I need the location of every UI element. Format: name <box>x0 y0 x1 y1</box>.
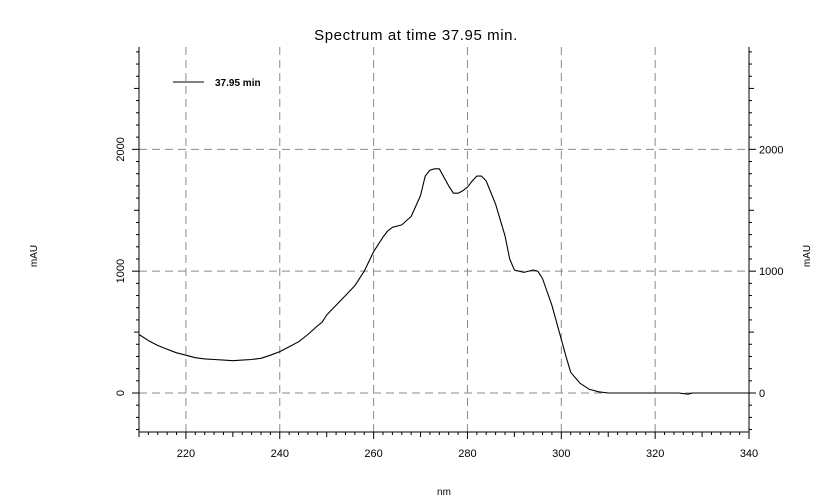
y-tick-label-right: 0 <box>759 388 765 400</box>
series-layer <box>139 169 749 394</box>
y-tick-label-left: 1000 <box>115 259 127 283</box>
x-tick-label: 320 <box>646 448 664 460</box>
legend-entry-label: 37.95 min <box>215 78 261 89</box>
x-tick-label: 280 <box>458 448 476 460</box>
x-tick-label: 260 <box>364 448 382 460</box>
grid-lines <box>139 47 749 432</box>
y-tick-label-right: 1000 <box>759 266 783 278</box>
y-tick-label-left: 2000 <box>115 137 127 161</box>
x-tick-label: 220 <box>177 448 195 460</box>
series-line-0 <box>139 169 749 394</box>
x-axis-label: nm <box>437 487 451 498</box>
x-tick-label: 340 <box>740 448 758 460</box>
plot-frame <box>139 47 749 432</box>
ticks-layer <box>132 52 756 439</box>
x-tick-label: 300 <box>552 448 570 460</box>
x-tick-label: 240 <box>271 448 289 460</box>
y-tick-label-right: 2000 <box>759 144 783 156</box>
y-tick-label-left: 0 <box>115 390 127 396</box>
y-axis-label-left: mAU <box>29 245 40 267</box>
chart-title: Spectrum at time 37.95 min. <box>314 27 518 44</box>
y-axis-label-right: mAU <box>802 245 813 267</box>
tick-labels: 220 240 260 280 300 320 340 0 0 1000 1000 2000 2000 <box>115 137 783 460</box>
